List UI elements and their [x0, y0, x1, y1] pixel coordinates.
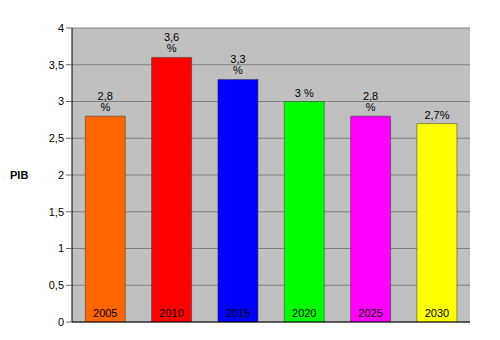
svg-text:3,3%: 3,3% [230, 53, 245, 76]
svg-text:PIB: PIB [10, 169, 28, 181]
svg-text:2010: 2010 [159, 307, 183, 319]
svg-text:2020: 2020 [292, 307, 316, 319]
svg-text:2,5: 2,5 [49, 132, 64, 144]
svg-text:2025: 2025 [358, 307, 382, 319]
svg-text:0: 0 [58, 316, 64, 328]
svg-text:2,8%: 2,8% [98, 90, 113, 113]
svg-text:2,8%: 2,8% [363, 90, 378, 113]
svg-text:2030: 2030 [425, 307, 449, 319]
svg-text:2,7%: 2,7% [424, 109, 449, 121]
svg-text:1,5: 1,5 [49, 206, 64, 218]
svg-text:3: 3 [58, 95, 64, 107]
svg-text:2005: 2005 [93, 307, 117, 319]
svg-text:3,6%: 3,6% [164, 31, 179, 54]
svg-text:2015: 2015 [226, 307, 250, 319]
svg-text:3,5: 3,5 [49, 59, 64, 71]
svg-text:3 %: 3 % [295, 87, 314, 99]
svg-text:4: 4 [58, 22, 64, 34]
svg-text:0,5: 0,5 [49, 279, 64, 291]
svg-text:1: 1 [58, 242, 64, 254]
svg-text:2: 2 [58, 169, 64, 181]
